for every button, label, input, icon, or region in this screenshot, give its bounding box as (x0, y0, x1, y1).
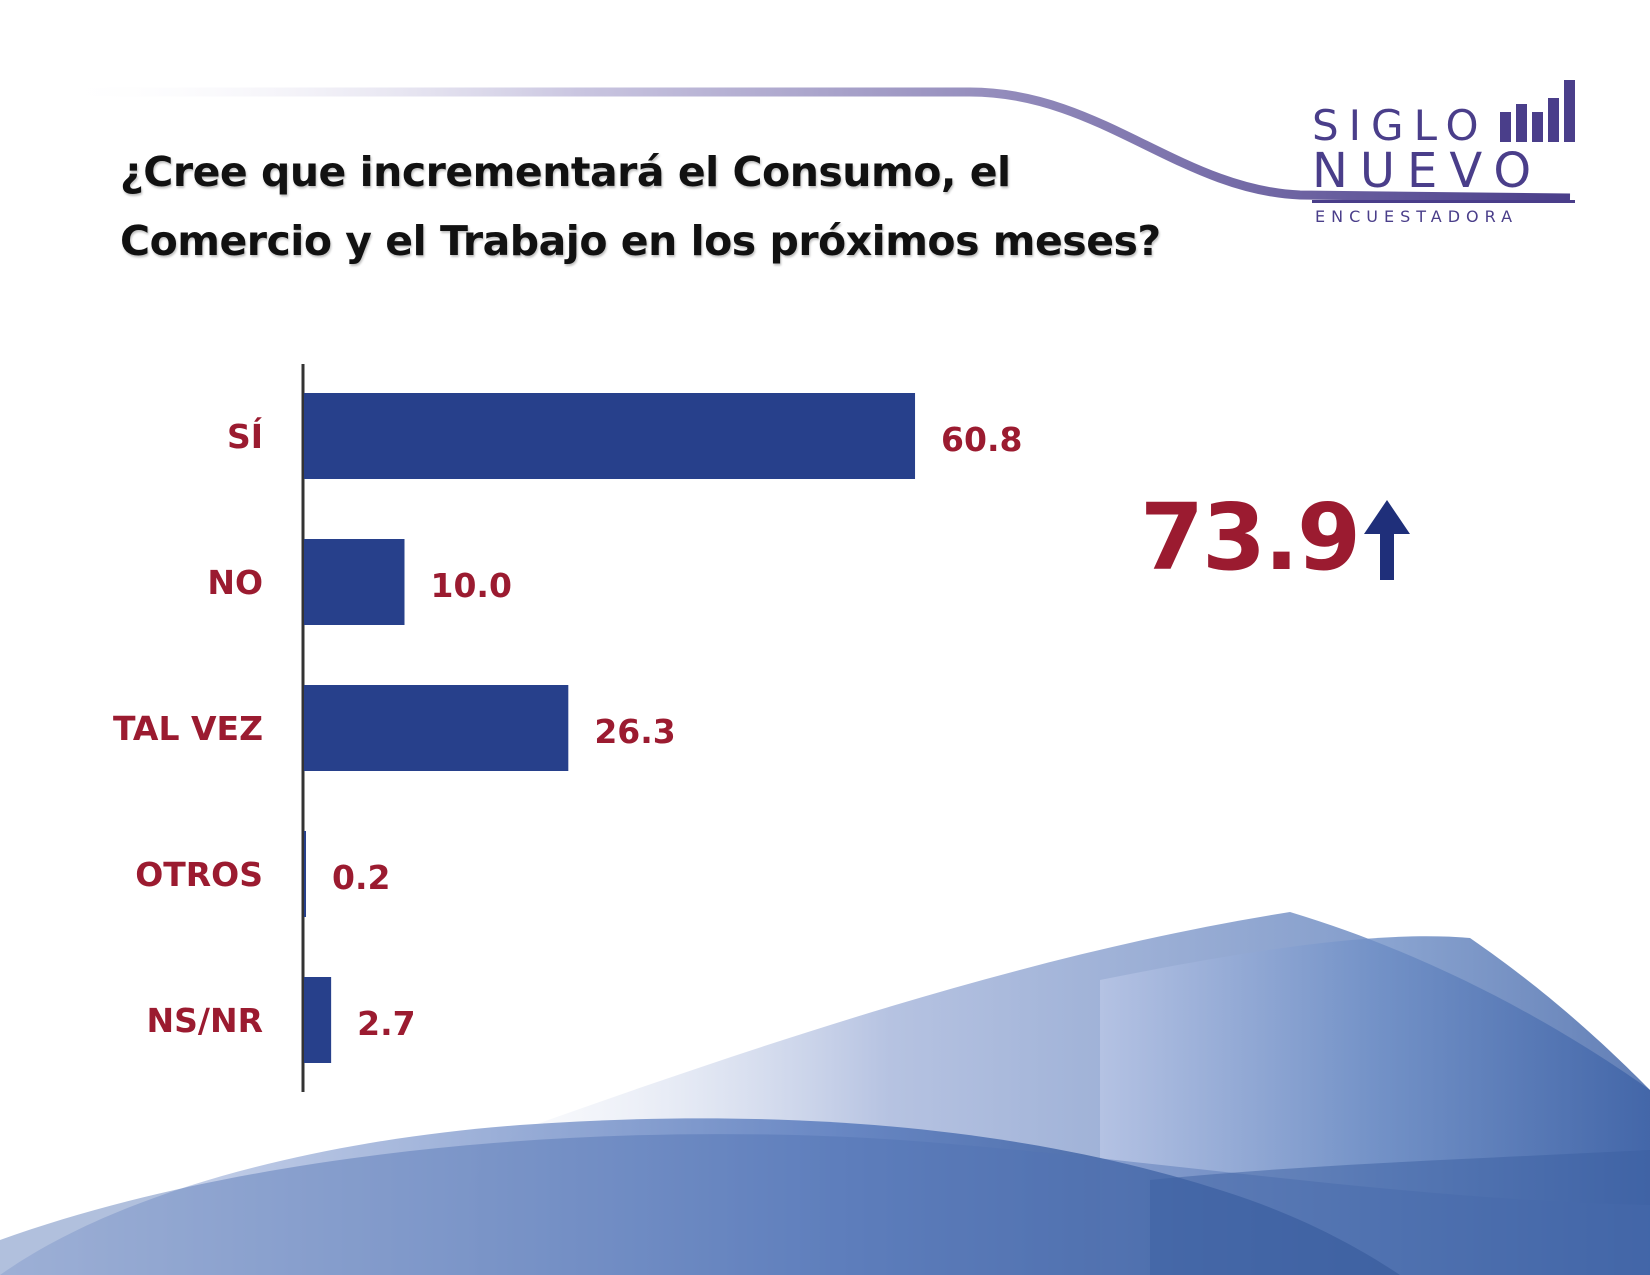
logo-nuevo: NUEVO (1312, 143, 1544, 199)
logo-tagline: ENCUESTADORA (1315, 207, 1519, 226)
question-title: ¿Cree que incrementará el Consumo, el Co… (120, 138, 1220, 276)
value-label-2: 26.3 (594, 712, 675, 751)
highlight-value: 73.9 (1140, 484, 1361, 591)
logo-divider (1312, 200, 1575, 203)
category-label-2: TAL VEZ (113, 709, 263, 748)
logo-siglo: SIGLO (1312, 101, 1489, 150)
bar-0 (304, 393, 916, 479)
category-label-4: NS/NR (147, 1001, 263, 1040)
logo-bars-icon (1500, 80, 1575, 142)
value-label-3: 0.2 (332, 858, 390, 897)
category-label-3: OTROS (135, 855, 263, 894)
arrow-up-icon (1364, 500, 1410, 580)
question-line-2: Comercio y el Trabajo en los próximos me… (120, 217, 1161, 265)
bar-3 (304, 831, 307, 917)
bar-1 (304, 539, 405, 625)
category-label-0: SÍ (227, 416, 263, 456)
category-label-1: NO (207, 563, 263, 602)
value-label-4: 2.7 (357, 1004, 415, 1043)
value-label-1: 10.0 (431, 566, 512, 605)
siglo-nuevo-logo: SIGLO NUEVO ENCUESTADORA (1305, 75, 1575, 235)
question-line-1: ¿Cree que incrementará el Consumo, el (120, 148, 1011, 196)
value-label-0: 60.8 (941, 420, 1022, 459)
bar-4 (304, 977, 332, 1063)
bar-2 (304, 685, 569, 771)
